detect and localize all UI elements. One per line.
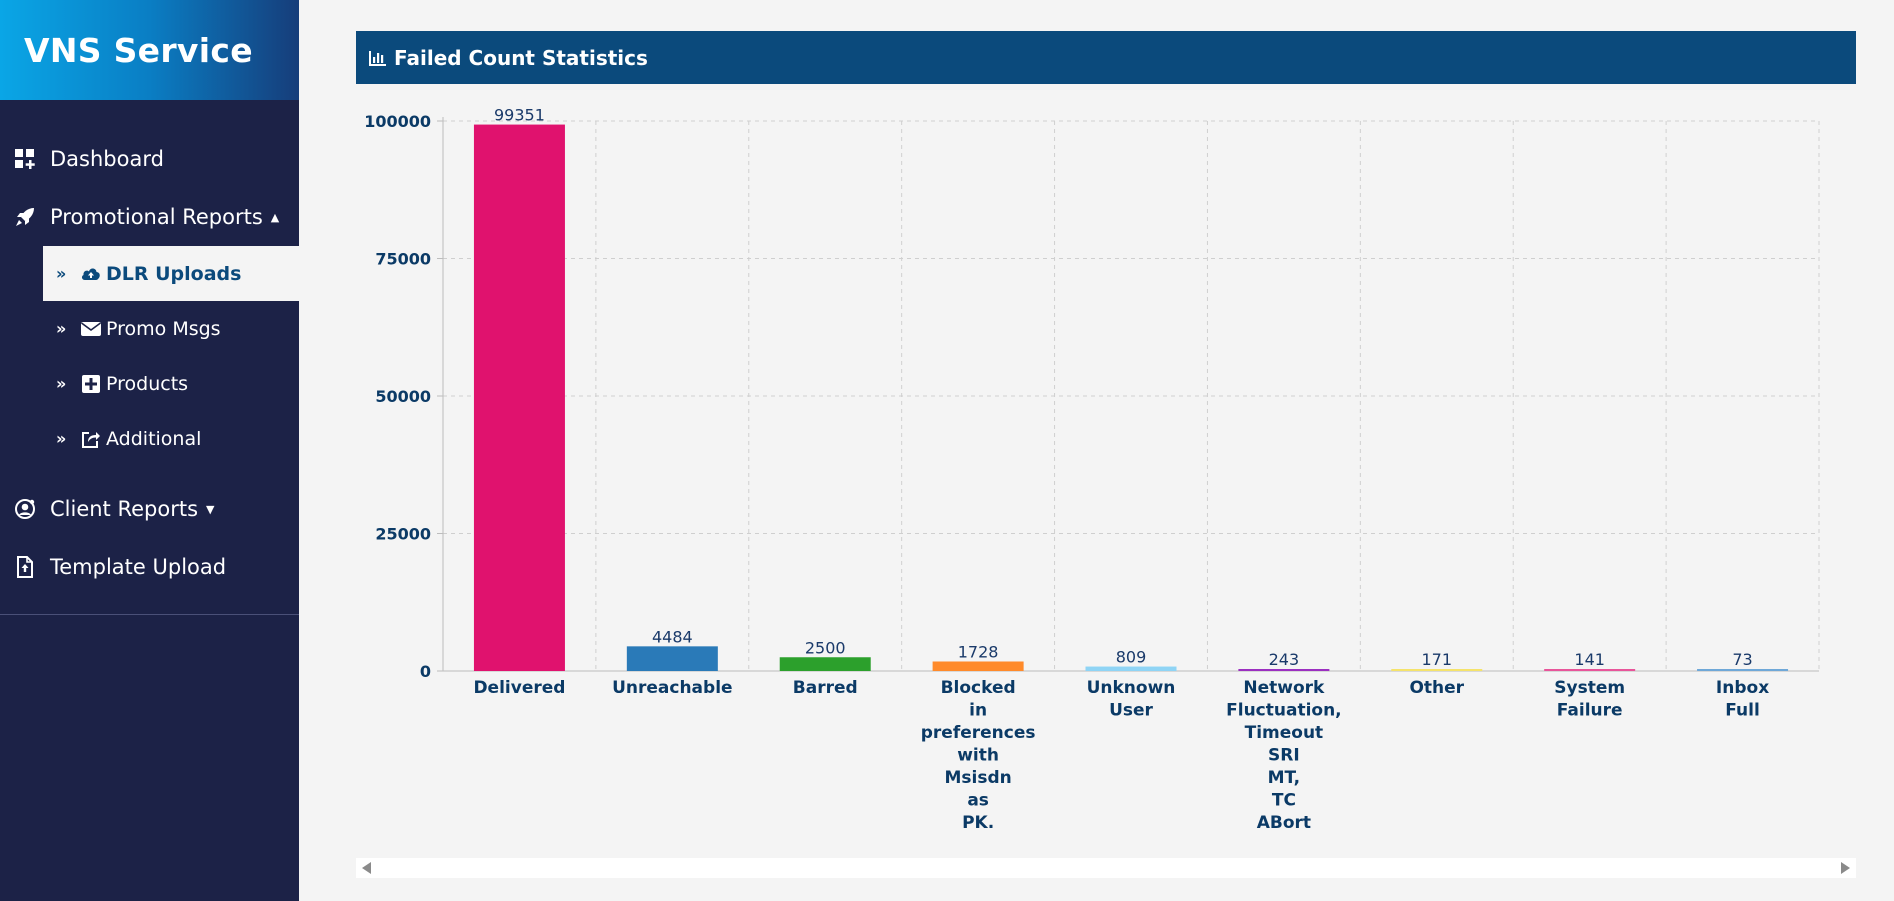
bar[interactable] — [1544, 669, 1636, 671]
bar[interactable] — [473, 124, 565, 671]
nav-template-label: Template Upload — [50, 555, 227, 579]
scroll-right-icon[interactable] — [1841, 862, 1850, 874]
x-tick-label: Inbox Full — [1716, 678, 1769, 721]
nav-template-upload[interactable]: Template Upload — [0, 538, 299, 596]
envelope-icon — [80, 319, 102, 339]
nav-dashboard[interactable]: Dashboard — [0, 130, 299, 188]
sub-item-dlr-label: DLR Uploads — [106, 262, 242, 285]
bar[interactable] — [1238, 669, 1330, 671]
chevron-double-right-icon: » — [56, 319, 67, 338]
data-label: 141 — [1574, 650, 1605, 669]
brand-header: VNS Service — [0, 0, 299, 100]
chevron-double-right-icon: » — [56, 264, 67, 283]
x-tick-label: Barred — [793, 678, 858, 698]
sidebar-divider — [0, 614, 299, 615]
y-tick-label: 100000 — [364, 112, 431, 131]
chart-bars — [473, 124, 1789, 671]
bar[interactable] — [1391, 669, 1483, 671]
x-tick-label: Blocked in preferences with Msisdn as PK. — [921, 678, 1036, 833]
brand-title: VNS Service — [24, 30, 253, 70]
chevron-double-right-icon: » — [56, 374, 67, 393]
bar[interactable] — [626, 646, 718, 671]
horizontal-scrollbar[interactable] — [356, 858, 1856, 878]
data-label: 171 — [1422, 650, 1453, 669]
nav-client-label: Client Reports — [50, 497, 199, 521]
chart-svg: 0 25000 50000 75000 100000 99351 Delivered 448… — [364, 106, 1820, 833]
user-circle-icon — [14, 498, 36, 520]
sub-item-promo-msgs[interactable]: » Promo Msgs — [0, 301, 299, 356]
plus-square-icon — [80, 374, 102, 394]
nav-menu: Dashboard Promotional Reports ▲ » — [0, 100, 299, 596]
sub-item-promo-label: Promo Msgs — [106, 317, 221, 340]
sub-item-products-label: Products — [106, 372, 189, 395]
data-label: 809 — [1116, 648, 1147, 667]
bar[interactable] — [932, 661, 1024, 671]
chevron-double-right-icon: » — [56, 429, 67, 448]
chart-grid — [443, 120, 1820, 671]
x-tick-label: Other — [1409, 678, 1464, 698]
y-tick-label: 25000 — [375, 525, 431, 544]
scroll-left-icon[interactable] — [362, 862, 371, 874]
sub-item-dlr-uploads[interactable]: » DLR Uploads — [43, 246, 299, 301]
data-label: 73 — [1732, 650, 1752, 669]
bar-chart-icon — [368, 49, 388, 67]
bar[interactable] — [1697, 669, 1789, 671]
bar[interactable] — [1085, 666, 1177, 671]
sidebar: VNS Service Dashboard — [0, 0, 299, 901]
x-tick-label: Delivered — [473, 678, 565, 698]
cloud-upload-icon — [80, 264, 102, 284]
x-tick-label: Network Fluctuation, Timeout SRI MT, TC ABort — [1226, 678, 1342, 833]
failed-count-chart: 0 25000 50000 75000 100000 99351 Delivered 448… — [356, 96, 1856, 846]
data-label: 243 — [1269, 650, 1300, 669]
promotional-submenu: » DLR Uploads » Promo Msgs — [0, 246, 299, 466]
share-square-icon — [80, 429, 102, 449]
panel-title: Failed Count Statistics — [394, 45, 648, 70]
sub-item-additional[interactable]: » Additional — [0, 411, 299, 466]
nav-client-reports[interactable]: Client Reports ▼ — [0, 480, 299, 538]
file-upload-icon — [14, 556, 36, 578]
data-label: 99351 — [494, 106, 545, 125]
data-label: 2500 — [805, 638, 846, 657]
nav-promotional-label: Promotional Reports — [50, 205, 263, 229]
bar[interactable] — [779, 657, 871, 671]
data-label: 1728 — [958, 642, 999, 661]
data-label: 4484 — [652, 627, 693, 646]
nav-dashboard-label: Dashboard — [50, 147, 164, 171]
chart-labels: 99351 Delivered 4484 Unreachable 2500 Barred 1… — [473, 106, 1769, 833]
rocket-icon — [14, 206, 36, 228]
dashboard-icon — [14, 148, 36, 170]
nav-promotional-reports[interactable]: Promotional Reports ▲ — [0, 188, 299, 246]
x-tick-label: Unknown User — [1087, 678, 1176, 721]
x-tick-label: System Failure — [1554, 678, 1625, 721]
y-tick-label: 75000 — [375, 250, 431, 269]
sub-item-additional-label: Additional — [106, 427, 202, 450]
caret-down-icon: ▼ — [206, 502, 215, 516]
y-tick-label: 0 — [420, 662, 431, 681]
panel-header: Failed Count Statistics — [356, 31, 1856, 84]
y-tick-label: 50000 — [375, 387, 431, 406]
x-tick-label: Unreachable — [612, 678, 732, 698]
caret-up-icon: ▲ — [270, 210, 280, 224]
sub-item-products[interactable]: » Products — [0, 356, 299, 411]
